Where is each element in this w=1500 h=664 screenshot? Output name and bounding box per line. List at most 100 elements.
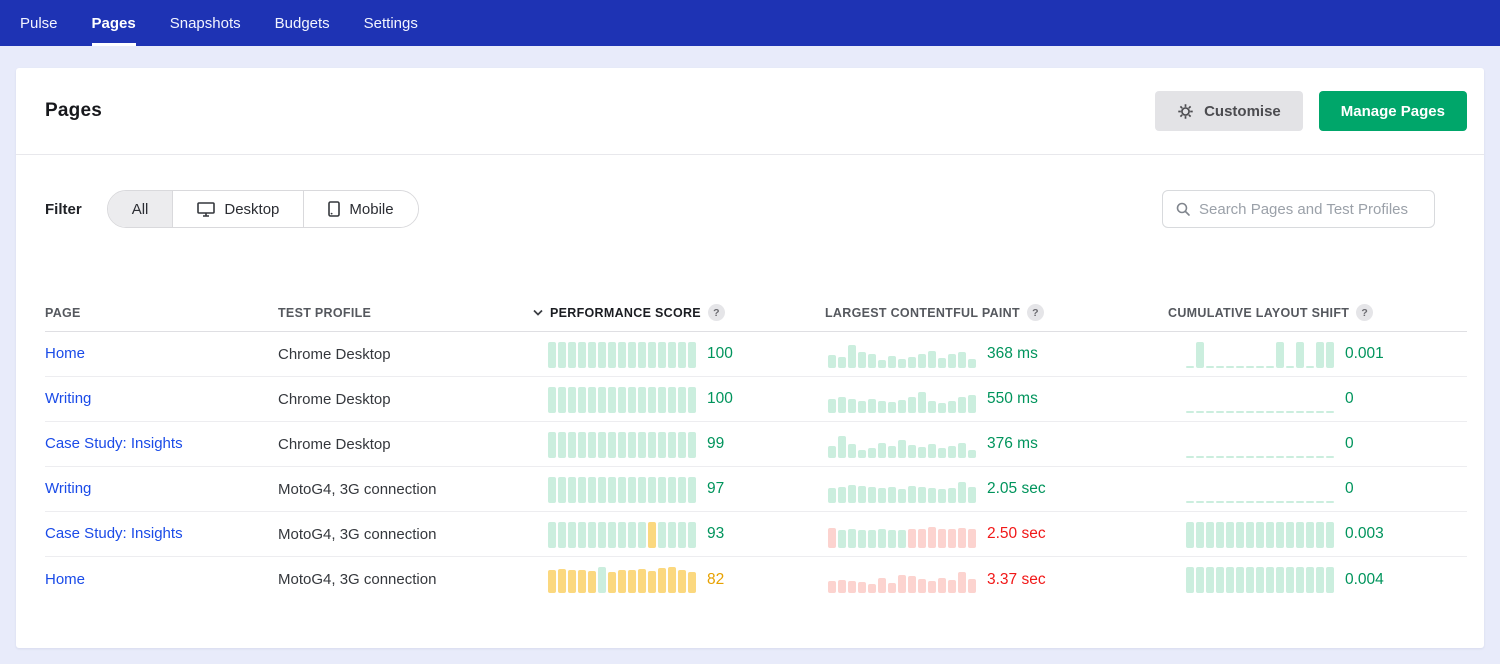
spark-bar xyxy=(588,341,596,368)
spark-bar xyxy=(938,402,946,413)
spark-bar xyxy=(1226,521,1234,548)
spark-bar xyxy=(608,521,616,548)
spark-bar xyxy=(938,528,946,548)
page-link[interactable]: Writing xyxy=(45,390,92,407)
nav-item-pages[interactable]: Pages xyxy=(75,0,153,46)
spark-bar xyxy=(968,528,976,548)
spark-bar xyxy=(1226,410,1234,413)
pages-card: Pages Customise Manage Pages Filter All D… xyxy=(16,68,1484,648)
spark-bar xyxy=(848,398,856,413)
spark-bar xyxy=(958,572,966,593)
spark-bar xyxy=(1256,521,1264,548)
column-header-performance-score[interactable]: PERFORMANCE SCORE ? xyxy=(533,304,825,321)
spark-bar xyxy=(948,353,956,368)
help-icon[interactable]: ? xyxy=(1026,304,1044,321)
spark-bar xyxy=(878,528,886,548)
spark-bar xyxy=(1276,410,1284,413)
spark-bar xyxy=(608,476,616,503)
spark-bar xyxy=(558,476,566,503)
desktop-icon xyxy=(197,201,216,217)
customise-button[interactable]: Customise xyxy=(1155,91,1303,131)
table-row: Writing Chrome Desktop 100 550 ms 0 xyxy=(45,377,1467,422)
spark-bar xyxy=(878,487,886,503)
filter-desktop[interactable]: Desktop xyxy=(173,191,305,227)
spark-bar xyxy=(1226,365,1234,368)
spark-bar xyxy=(878,442,886,458)
spark-bar xyxy=(948,580,956,593)
spark-bar xyxy=(588,431,596,458)
spark-bar xyxy=(628,570,636,593)
largest-contentful-paint-cell: 2.50 sec xyxy=(825,521,1168,548)
nav-item-pulse[interactable]: Pulse xyxy=(20,14,58,32)
spark-bar xyxy=(618,476,626,503)
column-header-largest-contentful-paint[interactable]: LARGEST CONTENTFUL PAINT ? xyxy=(825,304,1168,321)
column-header-cumulative-layout-shift[interactable]: CUMULATIVE LAYOUT SHIFT ? xyxy=(1168,304,1467,321)
spark-bar xyxy=(858,351,866,368)
spark-bar xyxy=(908,576,916,593)
spark-bar xyxy=(1186,365,1194,368)
filter-mobile[interactable]: Mobile xyxy=(304,191,418,227)
nav-item-snapshots[interactable]: Snapshots xyxy=(169,14,241,32)
largest-contentful-paint-sparkline xyxy=(828,521,976,548)
spark-bar xyxy=(568,341,576,368)
test-profile: MotoG4, 3G connection xyxy=(278,480,437,498)
search-box[interactable] xyxy=(1162,190,1435,228)
cumulative-layout-shift-cell: 0 xyxy=(1168,431,1467,458)
help-icon[interactable]: ? xyxy=(1356,304,1374,321)
spark-bar xyxy=(838,356,846,368)
spark-bar xyxy=(898,529,906,548)
table-row: Home MotoG4, 3G connection 82 3.37 sec 0.004 xyxy=(45,557,1467,602)
table-header-row: PAGE TEST PROFILE PERFORMANCE SCORE ? LA… xyxy=(45,294,1467,332)
spark-bar xyxy=(968,579,976,593)
spark-bar xyxy=(1306,365,1314,368)
spark-bar xyxy=(868,447,876,458)
page-link[interactable]: Home xyxy=(45,345,86,362)
spark-bar xyxy=(598,476,606,503)
spark-bar xyxy=(918,486,926,503)
spark-bar xyxy=(678,431,686,458)
spark-bar xyxy=(1316,455,1324,458)
spark-bar xyxy=(878,400,886,413)
manage-pages-button[interactable]: Manage Pages xyxy=(1318,91,1467,131)
performance-sparkline xyxy=(548,521,696,548)
customise-label: Customise xyxy=(1204,102,1281,120)
spark-bar xyxy=(1326,521,1334,548)
spark-bar xyxy=(938,447,946,458)
spark-bar xyxy=(678,476,686,503)
page-link[interactable]: Case Study: Insights xyxy=(45,525,183,542)
spark-bar xyxy=(668,431,676,458)
filter-all[interactable]: All xyxy=(107,191,174,227)
performance-cell: 99 xyxy=(533,431,825,458)
spark-bar xyxy=(1316,500,1324,503)
spark-bar xyxy=(1226,567,1234,593)
spark-bar xyxy=(578,476,586,503)
spark-bar xyxy=(868,529,876,548)
spark-bar xyxy=(878,578,886,593)
spark-bar xyxy=(668,567,676,593)
page-cell: Writing xyxy=(45,390,278,408)
nav-item-budgets[interactable]: Budgets xyxy=(274,14,330,32)
page-link[interactable]: Case Study: Insights xyxy=(45,435,183,452)
spark-bar xyxy=(1196,521,1204,548)
page-cell: Case Study: Insights xyxy=(45,525,278,543)
spark-bar xyxy=(858,400,866,413)
spark-bar xyxy=(1196,341,1204,368)
spark-bar xyxy=(938,488,946,503)
spark-bar xyxy=(1276,567,1284,593)
top-nav: Pulse Pages Snapshots Budgets Settings xyxy=(0,0,1500,46)
spark-bar xyxy=(548,431,556,458)
cumulative-layout-shift-sparkline xyxy=(1186,566,1334,593)
spark-bar xyxy=(1306,500,1314,503)
page-link[interactable]: Writing xyxy=(45,480,92,497)
cumulative-layout-shift-value: 0.004 xyxy=(1345,570,1384,588)
spark-bar xyxy=(688,572,696,593)
help-icon[interactable]: ? xyxy=(707,304,725,321)
spark-bar xyxy=(548,476,556,503)
spark-bar xyxy=(958,442,966,458)
nav-item-settings[interactable]: Settings xyxy=(363,14,418,32)
largest-contentful-paint-sparkline xyxy=(828,476,976,503)
search-input[interactable] xyxy=(1199,200,1422,218)
test-profile: Chrome Desktop xyxy=(278,390,391,408)
spark-bar xyxy=(668,386,676,413)
page-link[interactable]: Home xyxy=(45,570,86,588)
